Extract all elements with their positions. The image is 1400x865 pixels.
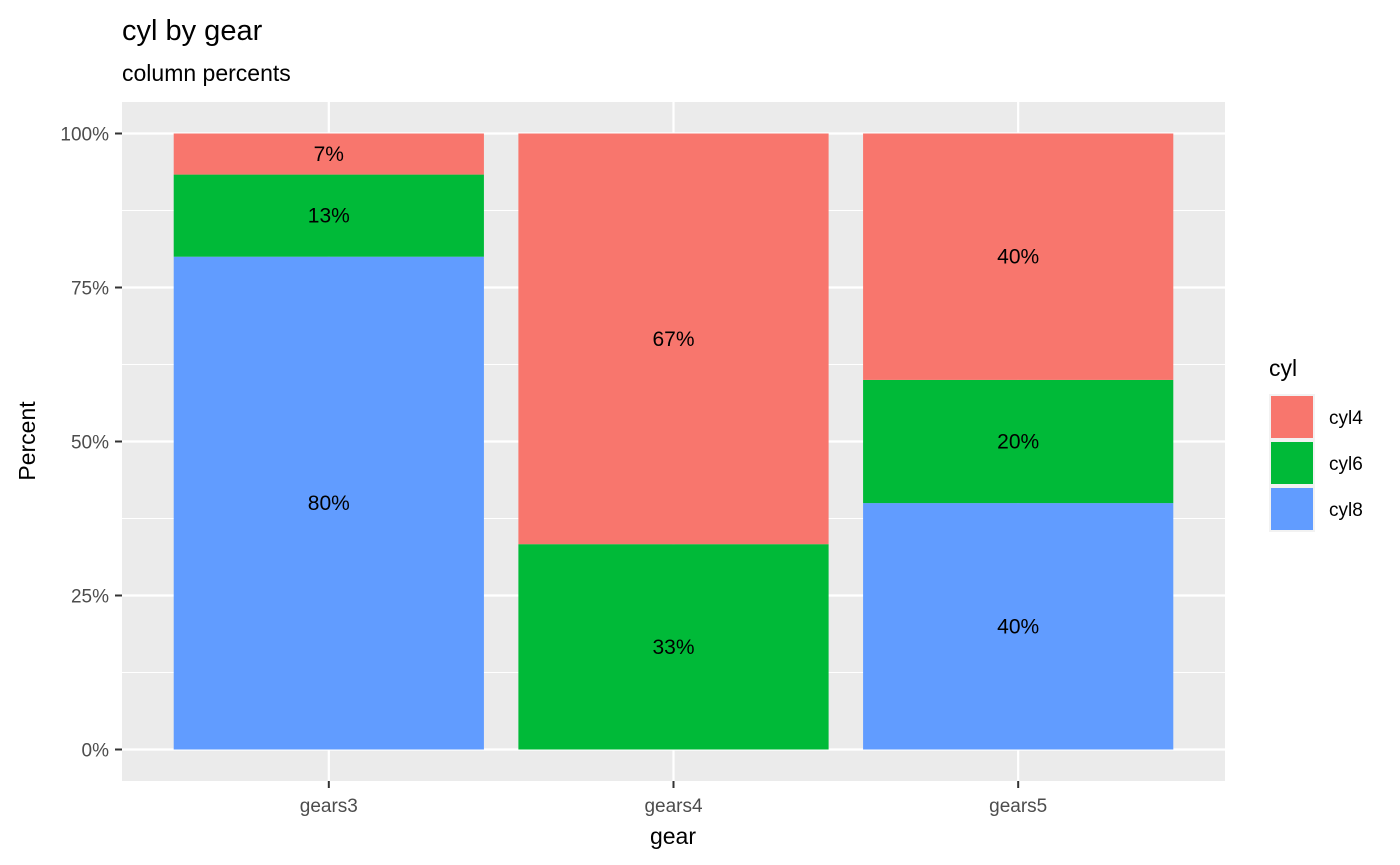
y-axis-title: Percent bbox=[14, 401, 40, 481]
bars bbox=[173, 133, 1174, 750]
bar-label-gears4-cyl6: 33% bbox=[652, 636, 694, 659]
bar-segment-gears3-cyl6 bbox=[173, 174, 484, 257]
legend-swatch-cyl6 bbox=[1271, 442, 1313, 484]
bar-label-gears3-cyl6: 13% bbox=[308, 205, 350, 228]
bar-segment-gears3-cyl8 bbox=[173, 256, 484, 750]
y-tick-label: 0% bbox=[82, 741, 110, 762]
bar-label-gears5-cyl6: 20% bbox=[997, 431, 1039, 454]
legend-label-cyl8: cyl8 bbox=[1329, 500, 1363, 521]
y-tick-label: 50% bbox=[71, 433, 109, 454]
legend-label-cyl6: cyl6 bbox=[1329, 454, 1363, 475]
bar-label-gears3-cyl4: 7% bbox=[314, 143, 344, 166]
x-axis-title: gear bbox=[650, 823, 696, 849]
bar-segment-gears3-cyl4 bbox=[173, 133, 484, 175]
chart-subtitle: column percents bbox=[122, 60, 291, 86]
bar-label-gears4-cyl4: 67% bbox=[652, 328, 694, 351]
bar-label-gears5-cyl8: 40% bbox=[997, 615, 1039, 638]
legend-swatch-cyl8 bbox=[1271, 488, 1313, 530]
bar-segment-gears4-cyl6 bbox=[518, 544, 829, 750]
bar-label-gears5-cyl4: 40% bbox=[997, 246, 1039, 269]
legend-label-cyl4: cyl4 bbox=[1329, 408, 1363, 429]
bar-segment-gears5-cyl4 bbox=[863, 133, 1174, 380]
bar-segment-gears5-cyl6 bbox=[863, 379, 1174, 504]
bar-labels: 80% 13% 7% 33% 67% 40% 20% 40% bbox=[308, 143, 1039, 659]
x-tick-label: gears4 bbox=[644, 796, 703, 817]
y-tick-label: 100% bbox=[60, 125, 109, 146]
legend-title: cyl bbox=[1269, 355, 1297, 381]
y-axis: 0% 25% 50% 75% 100% bbox=[60, 125, 122, 762]
chart-title: cyl by gear bbox=[122, 15, 263, 47]
y-tick-label: 25% bbox=[71, 587, 109, 608]
x-tick-label: gears3 bbox=[300, 796, 358, 817]
bar-segment-gears4-cyl4 bbox=[518, 133, 829, 545]
y-tick-label: 75% bbox=[71, 279, 109, 300]
x-axis: gears3 gears4 gears5 bbox=[300, 781, 1047, 817]
x-tick-label: gears5 bbox=[989, 796, 1047, 817]
legend: cyl cyl4 cyl6 cyl8 bbox=[1269, 355, 1363, 532]
legend-swatch-cyl4 bbox=[1271, 396, 1313, 438]
bar-segment-gears5-cyl8 bbox=[863, 503, 1174, 750]
bar-label-gears3-cyl8: 80% bbox=[308, 492, 350, 515]
